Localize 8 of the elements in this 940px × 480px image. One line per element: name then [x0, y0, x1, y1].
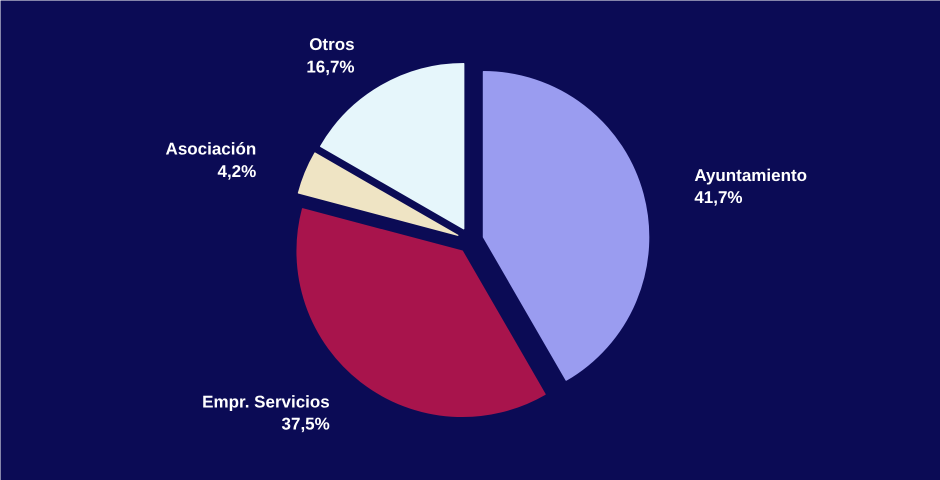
data-label: 41,7% — [694, 188, 743, 208]
data-label: 4,2% — [217, 162, 256, 181]
slice-label: Otros — [309, 35, 355, 54]
data-label: 37,5% — [282, 414, 330, 434]
slice-label: Empr. Servicios — [202, 392, 330, 412]
data-label: 16,7% — [306, 58, 355, 77]
slice-label: Asociación — [166, 140, 256, 159]
slice-label: Ayuntamiento — [694, 166, 808, 185]
